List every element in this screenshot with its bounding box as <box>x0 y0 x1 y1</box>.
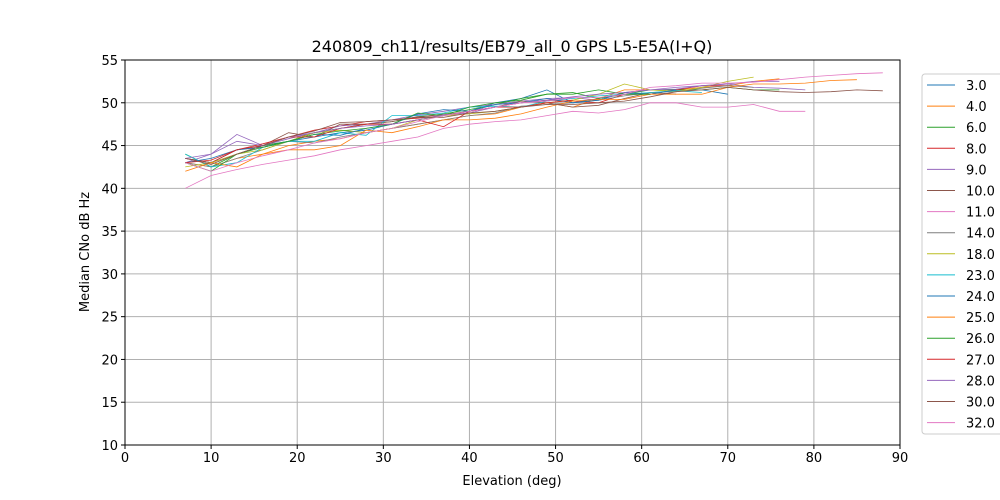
y-tick-label: 40 <box>101 182 118 197</box>
chart-title: 240809_ch11/results/EB79_all_0 GPS L5-E5… <box>312 37 713 57</box>
y-tick-label: 50 <box>101 97 118 112</box>
x-tick-label: 20 <box>289 451 306 466</box>
legend-label: 24.0 <box>966 290 995 305</box>
legend-label: 32.0 <box>966 417 995 432</box>
y-tick-label: 35 <box>101 225 118 240</box>
legend-label: 18.0 <box>966 248 995 263</box>
grid <box>124 59 901 446</box>
legend-label: 23.0 <box>966 269 995 284</box>
y-tick-label: 15 <box>101 396 118 411</box>
legend-label: 30.0 <box>966 396 995 411</box>
x-tick-label: 10 <box>203 451 220 466</box>
legend-label: 6.0 <box>966 121 987 136</box>
plot-frame <box>124 59 901 446</box>
legend-label: 14.0 <box>966 227 995 242</box>
y-tick-label: 10 <box>101 439 118 454</box>
x-tick-label: 80 <box>806 451 823 466</box>
x-tick-label: 90 <box>892 451 909 466</box>
legend-label: 3.0 <box>966 79 987 94</box>
series-line-25.0 <box>185 79 857 172</box>
legend-label: 28.0 <box>966 374 995 389</box>
series-line-10.0 <box>185 92 677 164</box>
y-tick-label: 25 <box>101 311 118 326</box>
series-line-11.0 <box>185 102 806 189</box>
x-tick-label: 30 <box>375 451 392 466</box>
y-axis-label: Median CNo dB Hz <box>78 192 93 312</box>
series-line-9.0 <box>185 83 806 164</box>
series-lines <box>185 72 883 189</box>
legend-label: 8.0 <box>966 142 987 157</box>
y-tick-label: 55 <box>101 54 118 69</box>
x-tick-label: 0 <box>121 451 129 466</box>
x-tick-label: 70 <box>720 451 737 466</box>
x-tick-label: 60 <box>633 451 650 466</box>
series-line-24.0 <box>185 89 677 164</box>
legend-label: 11.0 <box>966 206 995 221</box>
x-axis-label: Elevation (deg) <box>462 474 561 489</box>
series-line-30.0 <box>185 86 883 165</box>
series-line-27.0 <box>185 99 573 164</box>
legend-label: 27.0 <box>966 353 995 368</box>
series-line-32.0 <box>185 72 883 172</box>
series-line-18.0 <box>185 76 754 168</box>
legend-label: 9.0 <box>966 163 987 178</box>
legend-label: 4.0 <box>966 100 987 115</box>
legend: 3.0 4.0 6.0 8.0 9.0 10.0 11.0 14.0 18.0 23.0 24.0 2… <box>921 73 1000 435</box>
y-tick-label: 20 <box>101 353 118 368</box>
series-line-26.0 <box>185 89 651 172</box>
y-tick-label: 30 <box>101 268 118 283</box>
legend-label: 26.0 <box>966 332 995 347</box>
x-tick-label: 50 <box>547 451 564 466</box>
legend-label: 25.0 <box>966 311 995 326</box>
x-tick-label: 40 <box>461 451 478 466</box>
series-line-6.0 <box>185 86 780 168</box>
series-line-28.0 <box>185 81 780 159</box>
y-tick-label: 45 <box>101 140 118 155</box>
legend-label: 10.0 <box>966 185 995 200</box>
